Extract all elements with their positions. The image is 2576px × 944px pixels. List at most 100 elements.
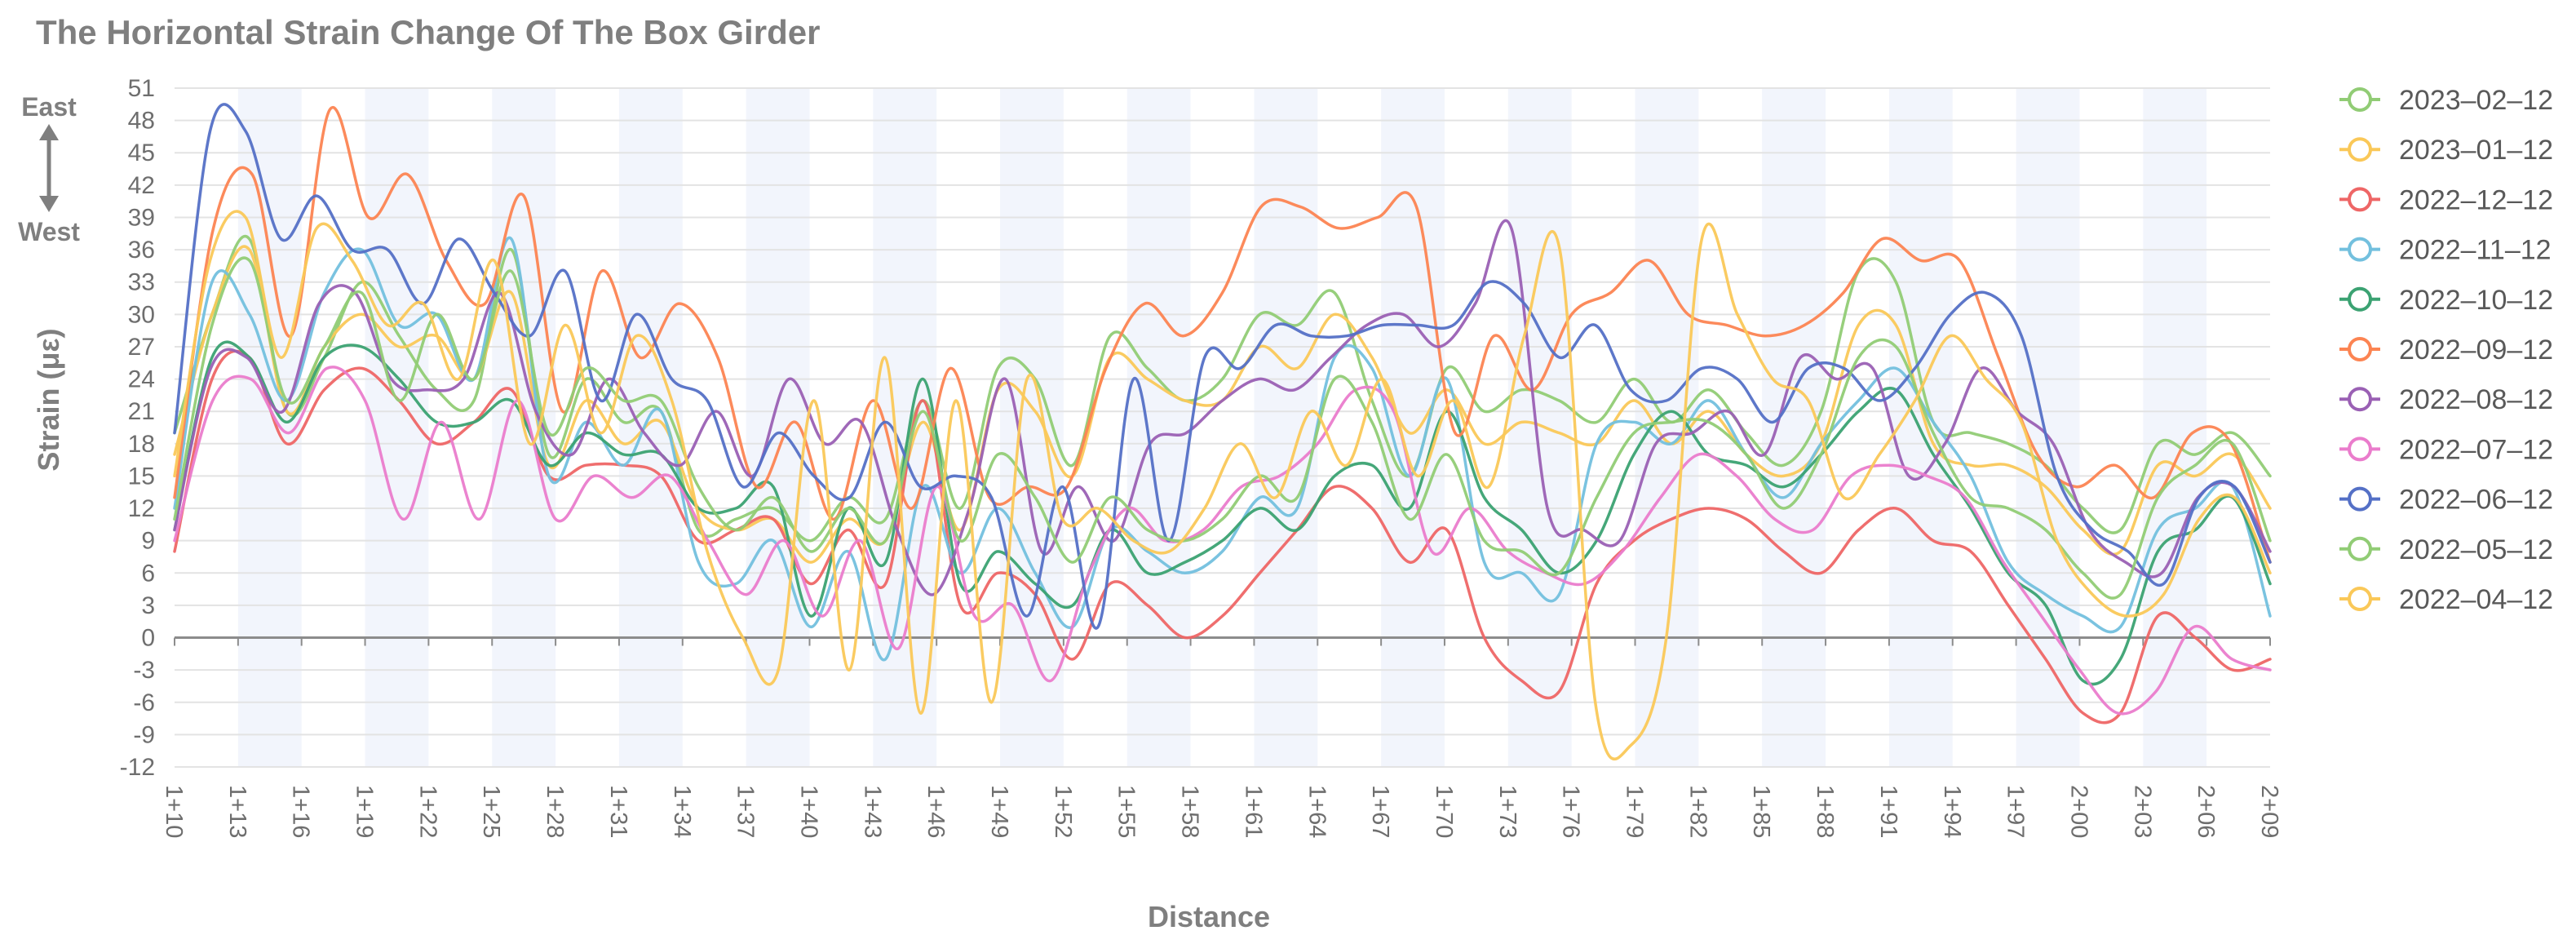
legend-circle-icon [2348,286,2372,312]
legend-circle-icon [2348,337,2372,361]
y-tick-label: 33 [128,269,155,296]
x-tick-label: 1+19 [352,785,378,838]
x-tick-label: 1+91 [1875,785,1901,838]
legend-item[interactable]: 2022–09–12 [2339,335,2553,366]
x-tick-label: 2+09 [2256,785,2282,838]
legend-circle-icon [2348,387,2372,412]
legend-item[interactable]: 2022–12–12 [2339,184,2553,215]
y-tick-label: 12 [128,495,155,522]
legend-item[interactable]: 2023–01–12 [2339,135,2553,166]
x-tick-label: 1+64 [1303,785,1330,838]
background-band [873,88,937,767]
legend-item[interactable]: 2022–08–12 [2339,384,2553,415]
legend-circle-icon [2348,536,2372,561]
legend-label: 2023–02–12 [2399,85,2553,116]
x-tick-label: 1+25 [478,785,504,838]
x-tick-label: 1+31 [605,785,631,838]
y-tick-label: 21 [128,398,155,425]
x-tick-label: 1+37 [733,785,759,838]
legend-circle-icon [2348,87,2372,112]
y-tick-label: 6 [141,560,155,587]
horizontal-gridlines [175,87,2270,768]
y-tick-label: 42 [128,172,155,199]
y-tick-label: -6 [133,689,155,716]
series-line-1 [173,245,2272,564]
x-tick-label: 1+49 [986,785,1012,838]
y-tick-label: 3 [141,592,155,619]
x-tick-label: 1+55 [1113,785,1140,838]
x-tick-label: 2+06 [2193,785,2219,838]
legend-circle-icon [2348,237,2372,262]
y-tick-label: 30 [128,301,155,328]
legend-circle-icon [2348,486,2372,512]
y-tick-label: 48 [128,108,155,135]
x-tick-label: 1+67 [1367,785,1393,838]
x-tick-label: 1+94 [1939,785,1965,838]
legend-item[interactable]: 2022–11–12 [2339,235,2552,266]
legend-circle-icon [2348,187,2372,212]
legend-label: 2022–12–12 [2399,184,2553,215]
x-tick-label: 2+03 [2129,785,2155,838]
plot-background-bands [237,88,2207,767]
legend-label: 2022–08–12 [2399,384,2553,415]
background-band [2143,88,2207,767]
y-tick-label: 39 [128,204,155,231]
y-tick-label: -3 [133,657,155,684]
y-tick-label: 27 [128,334,155,361]
y-tick-label: -9 [133,721,155,748]
y-tick-label: 18 [128,431,155,458]
series-lines [173,103,2272,761]
y-tick-label: 36 [128,237,155,264]
x-tick-label: 1+79 [1622,785,1648,838]
legend: 2023–02–12 2023–01–12 2022–12–12 2022–11–12… [2339,85,2553,615]
legend-item[interactable]: 2023–02–12 [2339,85,2553,116]
x-tick-label: 1+82 [1684,785,1711,838]
background-band [1126,88,1191,767]
legend-label: 2023–01–12 [2399,135,2553,166]
series-line-7 [173,366,2272,716]
background-band [1254,88,1318,767]
y-axis-title: Strain (με) [32,328,65,471]
legend-circle-icon [2348,437,2372,462]
up-down-arrow-icon [39,124,59,212]
east-label: East [21,92,77,122]
direction-indicator: East West [18,92,80,246]
x-axis-title: Distance [1148,900,1270,933]
series-line-4 [173,340,2272,686]
legend-label: 2022–05–12 [2399,534,2553,565]
legend-label: 2022–10–12 [2399,285,2553,316]
background-band [237,88,302,767]
series-line-2 [173,349,2272,725]
background-band [618,88,683,767]
x-tick-label: 1+58 [1177,785,1203,838]
series-line-5 [173,105,2272,564]
x-tick-label: 1+52 [1050,785,1076,838]
x-tick-label: 1+34 [669,785,695,838]
y-tick-label: 0 [141,625,155,652]
x-tick-label: 2+00 [2065,785,2091,838]
legend-item[interactable]: 2022–06–12 [2339,485,2553,516]
background-band [1507,88,1572,767]
legend-item[interactable]: 2022–07–12 [2339,434,2553,465]
series-line-9 [173,256,2272,600]
x-tick-label: 1+73 [1494,785,1520,838]
y-tick-label: -12 [120,754,155,781]
series-line-3 [173,236,2272,662]
legend-item[interactable]: 2022–10–12 [2339,285,2553,316]
legend-label: 2022–06–12 [2399,485,2553,516]
x-tick-label: 1+85 [1748,785,1774,838]
y-tick-label: 45 [128,140,155,166]
x-tick-label: 1+97 [2003,785,2029,838]
west-label: West [18,217,80,246]
x-tick-label: 1+70 [1431,785,1457,838]
legend-circle-icon [2348,587,2372,611]
x-tick-label: 1+13 [224,785,250,838]
legend-item[interactable]: 2022–04–12 [2339,584,2553,615]
legend-item[interactable]: 2022–05–12 [2339,534,2553,565]
legend-label: 2022–07–12 [2399,434,2553,465]
legend-label: 2022–04–12 [2399,584,2553,615]
x-tick-label: 1+61 [1240,785,1266,838]
chart-title: The Horizontal Strain Change Of The Box … [36,13,820,51]
x-tick-label: 1+46 [923,785,949,838]
x-tick-label: 1+10 [161,785,187,838]
